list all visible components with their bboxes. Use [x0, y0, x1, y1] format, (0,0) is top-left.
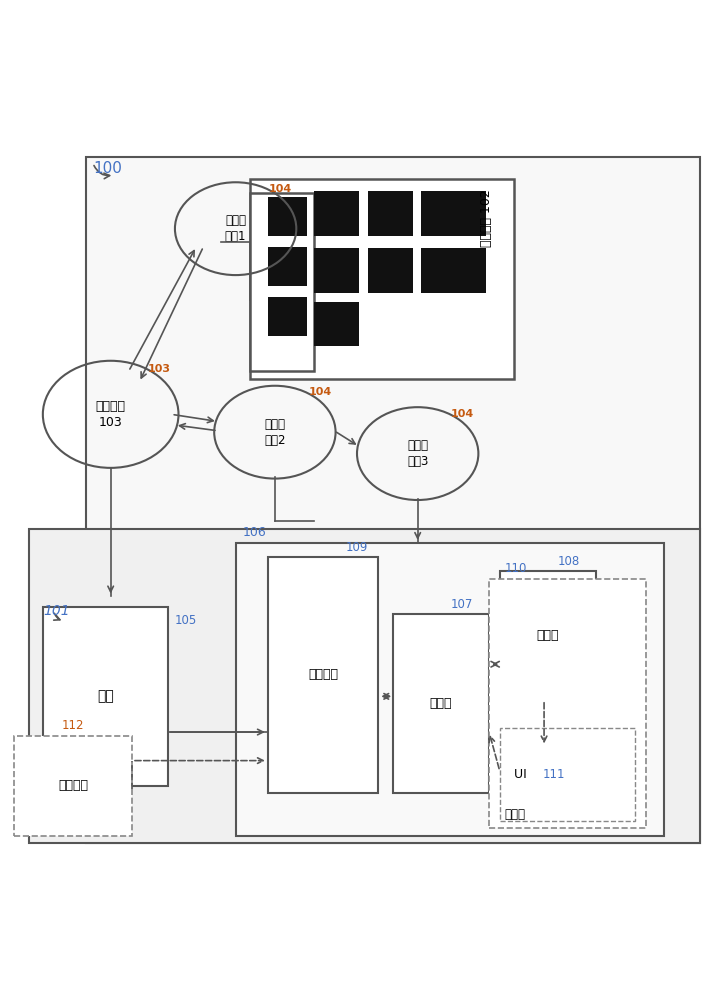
FancyBboxPatch shape	[43, 607, 168, 786]
Text: 显示器: 显示器	[505, 808, 526, 821]
FancyBboxPatch shape	[500, 571, 596, 700]
Bar	[368, 248, 413, 293]
Text: UI: UI	[514, 768, 531, 781]
Text: 105: 105	[175, 614, 197, 627]
FancyBboxPatch shape	[268, 557, 378, 793]
Text: 104: 104	[269, 184, 292, 194]
FancyBboxPatch shape	[250, 179, 514, 379]
Bar	[314, 248, 359, 293]
Bar	[421, 248, 486, 293]
Text: 110: 110	[505, 562, 527, 575]
Text: 外部装置: 外部装置	[58, 779, 89, 792]
Bar	[314, 191, 359, 236]
Text: 存储器: 存储器	[537, 629, 559, 642]
Text: 卫星无
人机1: 卫星无 人机1	[225, 214, 246, 243]
Text: 106: 106	[243, 526, 266, 539]
Bar	[268, 247, 307, 286]
FancyBboxPatch shape	[29, 529, 700, 843]
Bar	[268, 197, 307, 236]
FancyBboxPatch shape	[14, 736, 132, 836]
Text: 104: 104	[451, 409, 474, 419]
Text: 103: 103	[148, 364, 171, 374]
Text: 主无人机
103: 主无人机 103	[96, 400, 126, 429]
Bar	[268, 297, 307, 336]
FancyBboxPatch shape	[236, 543, 664, 836]
Text: 104: 104	[308, 387, 331, 397]
FancyBboxPatch shape	[86, 157, 700, 843]
Bar	[368, 191, 413, 236]
Bar	[421, 191, 486, 236]
Text: 卫星无
人机2: 卫星无 人机2	[264, 418, 286, 447]
Text: 卫星无
人机3: 卫星无 人机3	[407, 439, 428, 468]
FancyBboxPatch shape	[250, 193, 314, 371]
Text: 107: 107	[451, 598, 473, 611]
Text: 三维结构 102: 三维结构 102	[480, 189, 493, 247]
Text: 101: 101	[43, 604, 69, 618]
Text: 112: 112	[62, 719, 84, 732]
Text: 108: 108	[558, 555, 580, 568]
Text: 111: 111	[543, 768, 565, 781]
Bar	[314, 302, 359, 346]
Text: 109: 109	[346, 541, 368, 554]
FancyBboxPatch shape	[500, 728, 635, 821]
FancyBboxPatch shape	[489, 579, 646, 828]
Text: 通信接口: 通信接口	[308, 668, 338, 681]
Text: 基站: 基站	[97, 689, 114, 703]
Text: 100: 100	[93, 161, 121, 176]
Text: 处理器: 处理器	[430, 697, 452, 710]
FancyBboxPatch shape	[393, 614, 489, 793]
